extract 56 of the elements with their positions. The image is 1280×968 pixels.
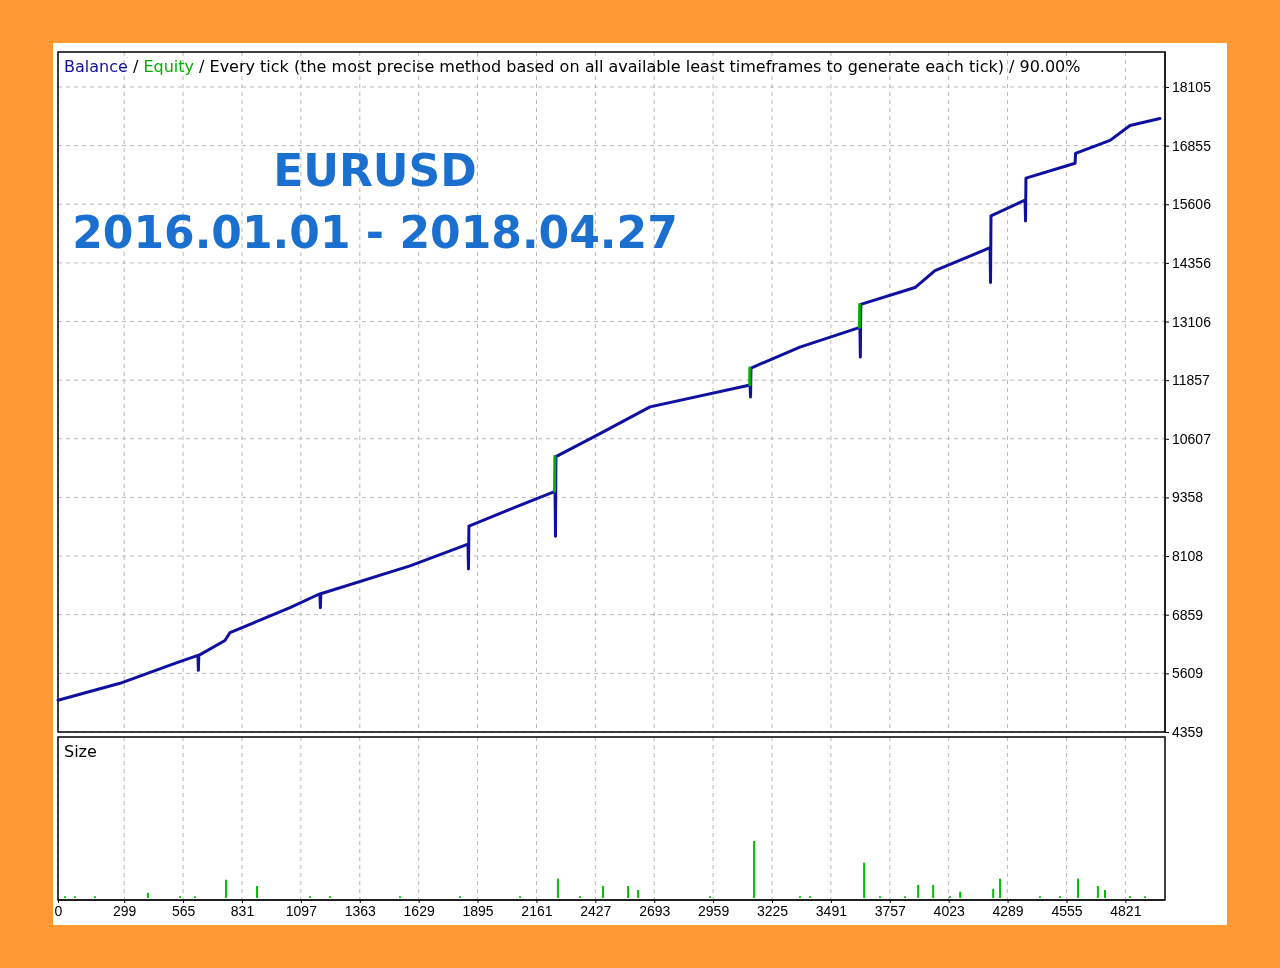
annotation: 2016.01.01 - 2018.04.27 (72, 207, 678, 258)
x-tick-label: 1363 (344, 902, 377, 919)
y-tick-label: 14356 (1172, 254, 1212, 271)
x-tick-label: 3225 (756, 902, 789, 919)
y-tick-label: 13106 (1172, 313, 1212, 330)
bar (863, 862, 866, 898)
chart-title: / Every tick (the most precise method based on all available least timeframes to generate each tick) / 90.00% (199, 57, 1081, 76)
text: Equity (143, 57, 194, 76)
x-tick-label: 4821 (1110, 902, 1142, 919)
y-tick-label: 16855 (1172, 137, 1212, 154)
bar (256, 886, 259, 898)
bar (1076, 878, 1079, 898)
bar (1104, 890, 1106, 898)
bar (999, 878, 1002, 898)
bar (627, 886, 630, 898)
x-tick-label: 1629 (403, 902, 435, 919)
x-tick-label: 4555 (1051, 902, 1083, 919)
x-tick-label: 2161 (521, 902, 553, 919)
line-series (56, 116, 1162, 702)
bar (637, 890, 640, 898)
bar (959, 891, 962, 898)
text: Balance (64, 57, 128, 76)
bar (225, 879, 228, 898)
bar (753, 840, 756, 898)
bar (602, 886, 605, 898)
x-tick-label: 1097 (285, 902, 318, 919)
x-tick-label: 1895 (462, 902, 494, 919)
x-tick-label: 2693 (639, 902, 671, 919)
x-tick-label: 4023 (933, 902, 965, 919)
x-tick-label: 3757 (874, 902, 907, 919)
bar (932, 884, 935, 898)
annotation: / (127, 57, 144, 76)
y-tick-label: 18105 (1172, 78, 1212, 95)
y-tick-label: 9358 (1172, 489, 1204, 506)
x-tick-label: 0 (54, 902, 63, 919)
x-tick-label: 2959 (698, 902, 730, 919)
bar (146, 892, 149, 898)
y-tick-label: 4359 (1172, 723, 1204, 740)
y-tick-label: 6859 (1172, 606, 1204, 623)
y-tick-label: 8108 (1172, 548, 1204, 565)
bar (1096, 886, 1099, 898)
y-tick-label: 5609 (1172, 665, 1204, 682)
y-tick-label: 11857 (1172, 372, 1211, 389)
x-tick-label: 3491 (815, 902, 848, 919)
chart-title: Size (64, 742, 97, 761)
x-tick-label: 2427 (580, 902, 612, 919)
bar (992, 888, 995, 898)
bar (917, 884, 920, 898)
x-tick-label: 4289 (992, 902, 1024, 919)
x-tick-label: 565 (171, 902, 196, 919)
x-tick-label: 299 (113, 902, 137, 919)
x-tick-label: 831 (230, 902, 255, 919)
annotation: EURUSD (273, 145, 477, 196)
y-tick-label: 10607 (1172, 430, 1212, 447)
bar (556, 878, 559, 898)
y-tick-label: 15606 (1172, 196, 1212, 213)
